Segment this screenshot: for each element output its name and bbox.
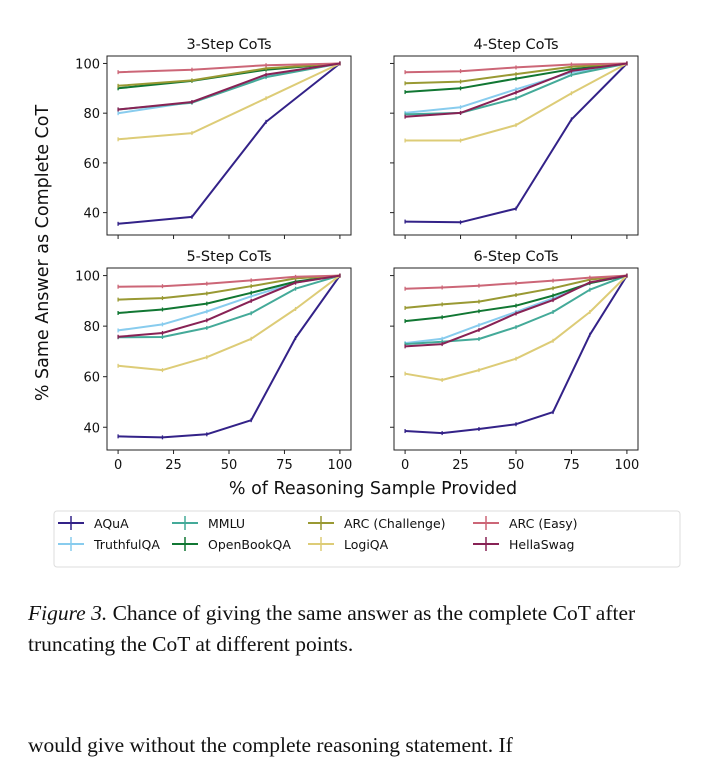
series-line-hellaswag xyxy=(117,62,341,111)
legend-label: AQuA xyxy=(94,516,129,531)
x-axis-label: % of Reasoning Sample Provided xyxy=(229,479,517,499)
series-line-logiqa xyxy=(118,62,341,141)
x-tick-label: 75 xyxy=(276,458,293,473)
subplot-title: 5-Step CoTs xyxy=(186,249,271,265)
x-tick-label: 25 xyxy=(452,458,469,473)
subplot-1: 3-Step CoTs 40 60 80 100 xyxy=(75,37,352,239)
legend-label: OpenBookQA xyxy=(208,537,291,552)
x-tick-label: 0 xyxy=(401,458,409,473)
subplot-title: 4-Step CoTs xyxy=(473,37,558,53)
y-tick-label: 100 xyxy=(75,270,100,285)
y-tick-label: 80 xyxy=(83,107,100,122)
body-text: would give without the complete reasonin… xyxy=(28,733,513,757)
legend-frame xyxy=(53,510,681,568)
y-tick-label: 100 xyxy=(75,57,100,72)
x-tick-label: 100 xyxy=(614,458,639,473)
series-line-aqua xyxy=(118,275,341,439)
caption-text: Chance of giving the same answer as the … xyxy=(28,601,636,656)
subplot-title: 3-Step CoTs xyxy=(186,37,271,53)
y-axis-label: % Same Answer as Complete CoT xyxy=(33,105,53,402)
legend-label: ARC (Challenge) xyxy=(344,516,446,531)
series-line-arc-challenge- xyxy=(118,62,340,87)
y-tick-label: 60 xyxy=(83,157,100,172)
figure-caption: Figure 3. Chance of giving the same answ… xyxy=(28,598,688,660)
caption-label: Figure 3. xyxy=(28,601,108,625)
series-line-arc-challenge- xyxy=(405,274,628,309)
x-tick-label: 50 xyxy=(221,458,238,473)
y-tick-label: 40 xyxy=(83,207,100,222)
x-tick-label: 75 xyxy=(563,458,580,473)
legend-label: MMLU xyxy=(208,516,245,531)
subplot-3: 5-Step CoTs 40 60 80 100 0 25 50 75 100 xyxy=(75,249,352,473)
series-line-arc-easy- xyxy=(118,274,340,288)
y-tick-label: 40 xyxy=(83,421,100,436)
series-line-arc-easy- xyxy=(118,62,340,74)
legend-label: HellaSwag xyxy=(509,537,574,552)
series-line-aqua xyxy=(118,62,341,225)
series-line-arc-challenge- xyxy=(118,274,340,301)
series-line-mmlu xyxy=(405,274,628,346)
figure: 3-Step CoTs 40 60 80 100 4-Step CoTs 5-Step Co… xyxy=(33,37,681,568)
series-line-logiqa xyxy=(118,274,341,372)
legend-label: ARC (Easy) xyxy=(509,516,578,531)
legend: AQuA TruthfulQA MMLU OpenBookQA ARC (Challen… xyxy=(53,510,681,568)
x-tick-label: 100 xyxy=(327,458,352,473)
subplot-2: 4-Step CoTs xyxy=(390,37,639,239)
y-tick-label: 60 xyxy=(83,371,100,386)
series-line-aqua xyxy=(405,275,628,435)
series-line-hellaswag xyxy=(118,274,341,338)
legend-label: LogiQA xyxy=(344,537,389,552)
subplot-4: 6-Step CoTs 0 25 50 75 100 xyxy=(390,249,639,473)
subplot-title: 6-Step CoTs xyxy=(473,249,558,265)
x-tick-label: 0 xyxy=(114,458,122,473)
y-tick-label: 80 xyxy=(83,320,100,335)
series-line-mmlu xyxy=(118,274,341,339)
legend-label: TruthfulQA xyxy=(93,537,160,552)
x-tick-label: 50 xyxy=(508,458,525,473)
x-tick-label: 25 xyxy=(165,458,182,473)
